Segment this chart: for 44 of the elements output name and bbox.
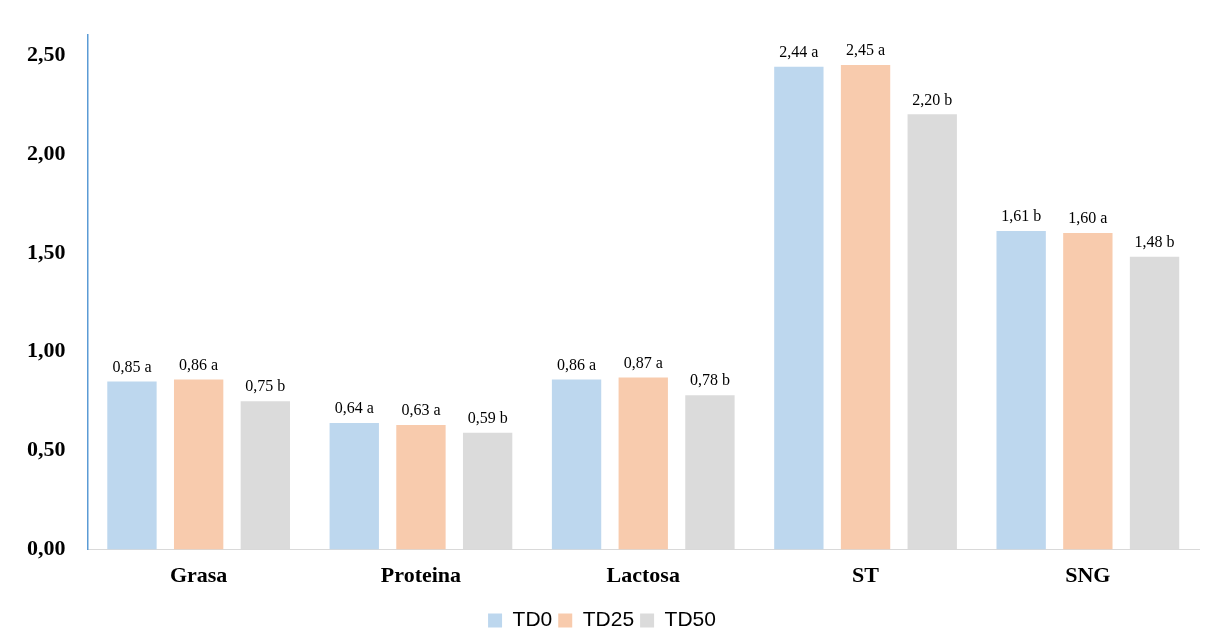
bar — [618, 377, 668, 550]
bar — [685, 395, 735, 550]
data-label: 0,87 a — [623, 353, 663, 371]
bar — [329, 422, 379, 550]
data-label: 1,48 b — [1134, 232, 1175, 250]
bar — [240, 401, 291, 550]
data-label: 0,75 b — [245, 377, 286, 395]
y-tick-label: 1,00 — [27, 337, 66, 363]
bar — [1063, 233, 1113, 550]
y-tick-label: 1,50 — [27, 238, 66, 264]
x-tick-label: SNG — [1065, 562, 1111, 588]
data-label: 0,64 a — [334, 399, 374, 417]
bar — [996, 231, 1046, 550]
x-tick-label: Lactosa — [606, 562, 680, 588]
bar — [462, 432, 513, 550]
x-tick-label: Grasa — [169, 562, 228, 588]
data-label: 0,86 a — [557, 355, 597, 373]
bar — [774, 66, 824, 550]
legend-label: TD0 — [512, 607, 553, 631]
y-tick-label: 2,00 — [27, 139, 66, 165]
data-label: 2,20 b — [912, 90, 953, 108]
x-tick-label: ST — [852, 562, 880, 588]
bar — [173, 379, 224, 550]
x-tick-label: Proteina — [380, 562, 462, 588]
data-label: 1,60 a — [1068, 209, 1108, 227]
y-tick-label: 0,50 — [27, 436, 66, 462]
data-label: 0,59 b — [467, 409, 508, 427]
data-label: 0,63 a — [401, 401, 441, 419]
data-label: 0,85 a — [112, 357, 152, 375]
y-tick-label: 0,00 — [27, 535, 66, 561]
bar — [907, 114, 957, 550]
bar — [396, 424, 446, 550]
data-label: 2,45 a — [846, 41, 886, 59]
legend-label: TD50 — [664, 607, 716, 631]
data-label: 1,61 b — [1001, 207, 1042, 225]
bar — [840, 64, 891, 550]
data-label: 0,78 b — [689, 371, 730, 389]
data-label: 2,44 a — [779, 43, 819, 61]
bar — [1129, 256, 1180, 550]
y-tick-label: 2,50 — [27, 40, 66, 66]
bar — [107, 381, 157, 550]
bar — [551, 379, 602, 550]
data-label: 0,86 a — [179, 355, 219, 373]
legend-label: TD25 — [582, 607, 635, 631]
